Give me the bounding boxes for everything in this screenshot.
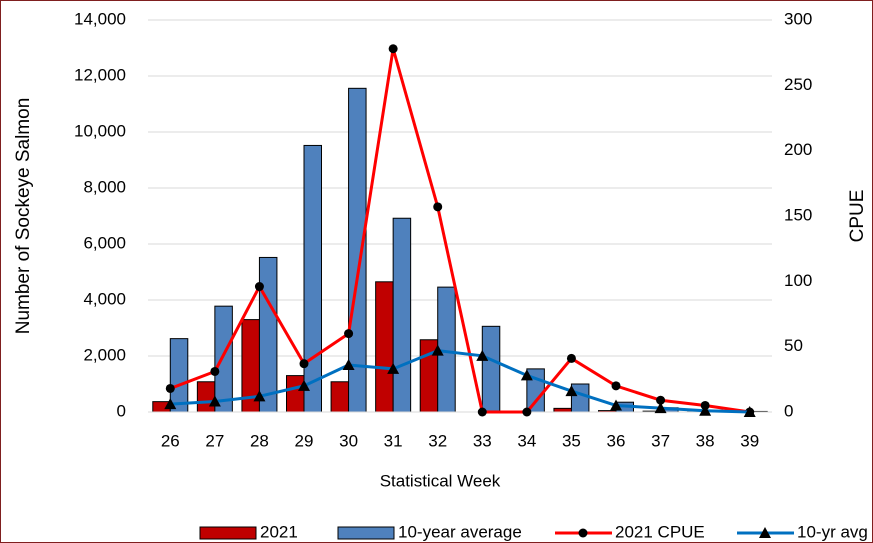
line-marker [344,329,354,339]
bar [196,381,216,413]
x-tick-label: 32 [428,431,447,450]
legend-swatch [337,526,395,540]
line-marker [342,358,355,370]
x-tick-label: 31 [384,431,403,450]
x-tick-label: 37 [651,431,670,450]
legend-marker [759,527,771,538]
line-marker [656,395,666,405]
line-marker [164,398,177,410]
line-marker [611,381,621,391]
bar [214,305,233,413]
bar [348,87,367,413]
line-marker [520,369,533,381]
x-tick-label: 36 [607,431,626,450]
y-tick-label: 6,000 [83,233,126,252]
legend-label: 10-year average [398,522,522,541]
x-tick-label: 35 [562,431,581,450]
legend-label: 2021 CPUE [615,522,705,541]
line-marker [388,44,398,54]
y2-tick-label: 50 [784,336,803,355]
x-tick-label: 27 [205,431,224,450]
y-tick-label: 2,000 [83,345,126,364]
x-tick-label: 34 [517,431,536,450]
y-tick-label: 8,000 [83,177,126,196]
line-marker [476,349,489,361]
line-marker [610,399,622,411]
x-tick-label: 38 [696,431,715,450]
bar [392,217,412,413]
bar [553,407,572,413]
y2-tick-label: 100 [784,271,812,290]
bar [286,375,305,413]
line-marker [654,402,667,414]
y2-axis-title: CPUE [847,190,868,243]
bar [169,338,189,413]
y-tick-label: 0 [117,401,126,420]
y2-tick-label: 0 [784,401,793,420]
x-tick-label: 39 [740,431,759,450]
line-marker [566,353,576,363]
line-marker [743,406,756,417]
y-tick-label: 10,000 [74,121,126,140]
line [170,349,750,414]
bar [303,144,322,413]
x-tick-label: 29 [295,431,314,450]
bar [570,383,590,413]
legend-label: 10-yr avg CPUE [797,522,873,541]
line-marker [210,366,220,376]
x-tick-label: 33 [473,431,492,450]
line-marker [165,383,175,393]
line-marker [299,359,309,369]
line-marker [433,202,443,212]
legend-label: 2021 [260,522,298,541]
y-tick-label: 14,000 [74,9,126,28]
y2-tick-label: 150 [784,205,812,224]
x-tick-label: 30 [339,431,358,450]
line-marker [477,407,487,417]
y-tick-label: 4,000 [83,289,126,308]
line-marker [565,385,578,397]
x-tick-label: 28 [250,431,269,450]
bar [258,256,278,413]
line-marker [208,395,221,407]
x-axis-title: Statistical Week [380,471,501,490]
legend-swatch [199,526,257,540]
y2-tick-label: 250 [784,75,812,94]
line-marker [522,407,532,417]
legend-marker [578,528,588,538]
bar [330,381,350,413]
y-axis-title: Number of Sockeye Salmon [13,98,34,335]
line-marker [254,282,264,292]
y2-tick-label: 200 [784,140,812,159]
line-marker [431,344,444,356]
line-marker [387,362,400,374]
bar [375,281,394,413]
line-marker [253,390,266,402]
bar [481,325,501,413]
line [169,47,750,414]
line-marker [699,404,712,416]
line-marker [298,379,310,391]
x-tick-label: 26 [161,431,180,450]
y-tick-label: 12,000 [74,65,126,84]
y2-tick-label: 300 [784,9,812,28]
